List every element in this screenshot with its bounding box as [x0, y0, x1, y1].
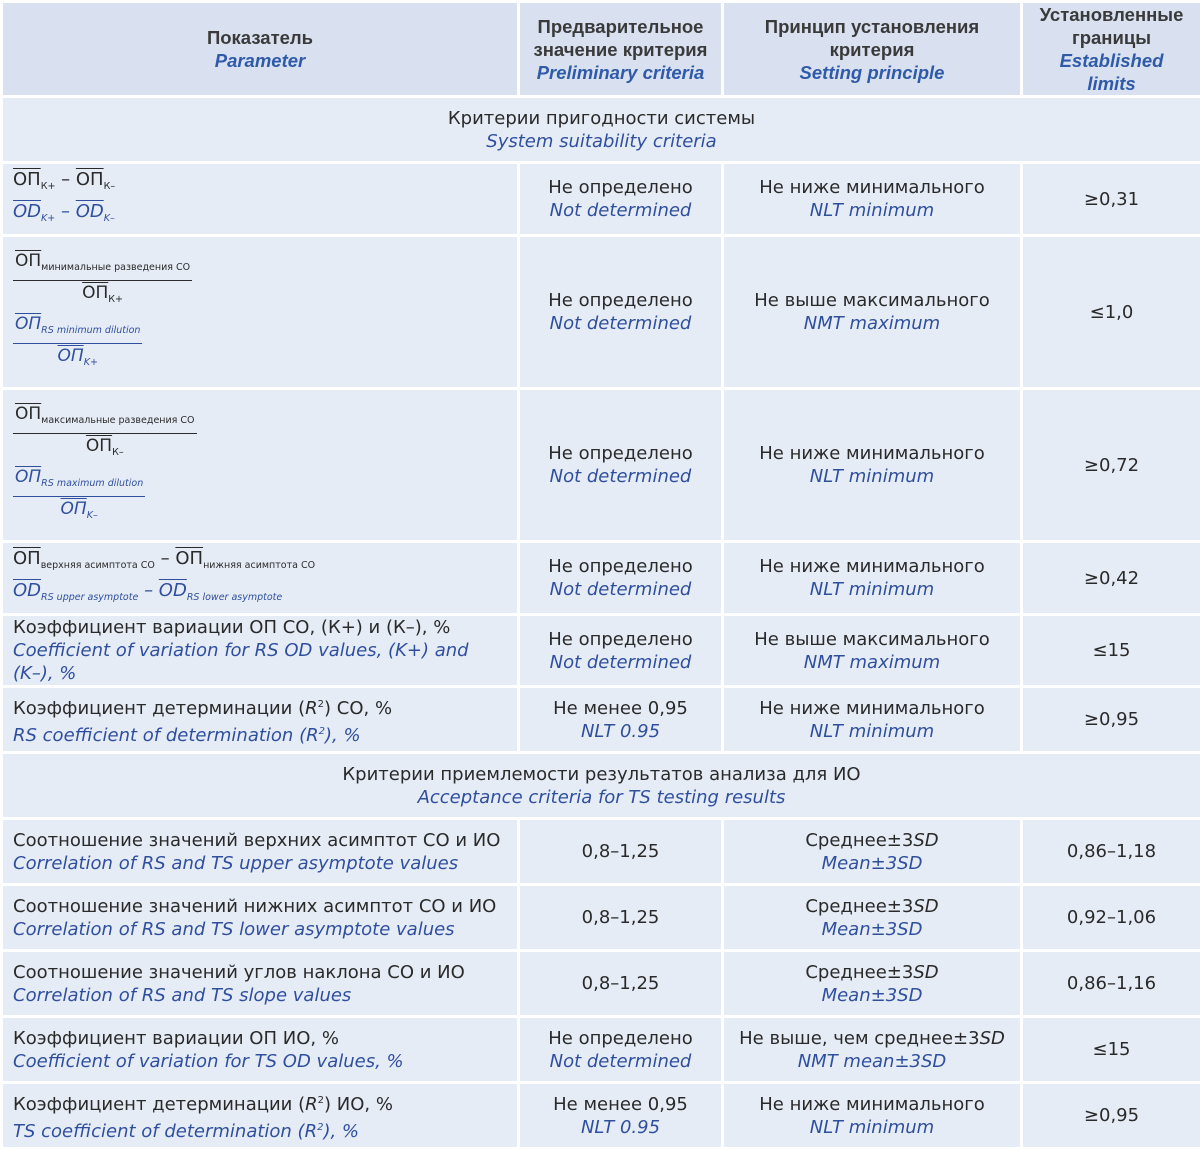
header-principle-en: Setting principle — [799, 61, 945, 83]
principle-cell: Не ниже минимального NLT minimum — [724, 1084, 1020, 1147]
limit-cell: ≤1,0 — [1023, 237, 1200, 387]
section-title: Критерии пригодности системы System suit… — [3, 98, 1200, 161]
prelim-cell: Не менее 0,95 NLT 0.95 — [520, 1084, 721, 1147]
header-preliminary-en: Preliminary criteria — [536, 61, 705, 83]
formula-en: ОПRS minimum dilution ОПK+ — [13, 314, 143, 368]
formula-ru: ОПверхняя асимптота СО – ОПнижняя асимпт… — [13, 548, 316, 571]
principle-cell: Не ниже минимального NLT minimum — [724, 543, 1020, 613]
principle-cell: Не ниже минимального NLT minimum — [724, 164, 1020, 234]
param-cell: Коэффициент детерминации (R2) ИО, % TS c… — [3, 1084, 517, 1147]
limit-cell: ≤15 — [1023, 1018, 1200, 1081]
section-title: Критерии приемлемости результатов анализ… — [3, 754, 1200, 817]
table-row: Соотношение значений нижних асимптот СО … — [3, 886, 1200, 949]
param-cell: Соотношение значений верхних асимптот СО… — [3, 820, 517, 883]
principle-cell: Не ниже минимального NLT minimum — [724, 390, 1020, 540]
table-header-row: Показатель Parameter Предварительное зна… — [3, 3, 1200, 95]
param-cell-formula-1: ОПК+ – ОПК– ODK+ – ODK– — [3, 164, 517, 234]
section-title-ru: Критерии пригодности системы — [447, 107, 756, 129]
param-cell: Коэффициент вариации ОП СО, (К+) и (К–),… — [3, 616, 517, 685]
prelim-cell: Не менее 0,95 NLT 0.95 — [520, 688, 721, 751]
header-parameter-en: Parameter — [214, 50, 306, 71]
limit-cell: ≤15 — [1023, 616, 1200, 685]
section-title-en: System suitability criteria — [486, 130, 717, 152]
formula-ru: ОПмаксимальные разведения СО ОПК– — [13, 404, 197, 458]
limit-cell: ≥0,95 — [1023, 688, 1200, 751]
table-row: Соотношение значений углов наклона СО и … — [3, 952, 1200, 1015]
limit-cell: ≥0,72 — [1023, 390, 1200, 540]
principle-cell: Не выше максимального NMT maximum — [724, 616, 1020, 685]
prelim-cell: Не определено Not determined — [520, 164, 721, 234]
formula-en: ОПRS maximum dilution ОПK– — [13, 467, 146, 521]
table-row: ОПминимальные разведения СО ОПК+ ОПRS mi… — [3, 237, 1200, 387]
table-row: ОПК+ – ОПК– ODK+ – ODK– Не определено Not… — [3, 164, 1200, 234]
principle-cell: Не ниже минимального NLT minimum — [724, 688, 1020, 751]
table-row: Соотношение значений верхних асимптот СО… — [3, 820, 1200, 883]
table-row: Коэффициент вариации ОП СО, (К+) и (К–),… — [3, 616, 1200, 685]
prelim-cell: Не определено Not determined — [520, 1018, 721, 1081]
limit-cell: ≥0,42 — [1023, 543, 1200, 613]
param-cell: Соотношение значений нижних асимптот СО … — [3, 886, 517, 949]
prelim-cell: Не определено Not determined — [520, 390, 721, 540]
section-title-ru: Критерии приемлемости результатов анализ… — [342, 763, 861, 785]
formula-ru: ОПК+ – ОПК– — [13, 169, 116, 192]
table-row: ОПверхняя асимптота СО – ОПнижняя асимпт… — [3, 543, 1200, 613]
header-limits-ru: Установленные границы — [1039, 4, 1184, 48]
prelim-cell: 0,8–1,25 — [520, 952, 721, 1015]
prelim-cell: Не определено Not determined — [520, 616, 721, 685]
table-row: Коэффициент детерминации (R2) ИО, % TS c… — [3, 1084, 1200, 1147]
principle-cell: Среднее±3SD Mean±3SD — [724, 952, 1020, 1015]
prelim-cell: 0,8–1,25 — [520, 820, 721, 883]
table-row: ОПмаксимальные разведения СО ОПК– ОПRS m… — [3, 390, 1200, 540]
param-cell: Соотношение значений углов наклона СО и … — [3, 952, 517, 1015]
table-row: Коэффициент вариации ОП ИО, % Coefficient… — [3, 1018, 1200, 1081]
section-row-system-suitability: Критерии пригодности системы System suit… — [3, 98, 1200, 161]
principle-cell: Не выше, чем среднее±3SD NMT mean±3SD — [724, 1018, 1020, 1081]
header-limits: Установленные границы Established limits — [1023, 3, 1200, 95]
principle-cell: Среднее±3SD Mean±3SD — [724, 820, 1020, 883]
limit-cell: ≥0,31 — [1023, 164, 1200, 234]
prelim-cell: 0,8–1,25 — [520, 886, 721, 949]
param-cell-formula-2: ОПминимальные разведения СО ОПК+ ОПRS mi… — [3, 237, 517, 387]
formula-en: ODK+ – ODK– — [13, 201, 115, 224]
prelim-cell: Не определено Not determined — [520, 237, 721, 387]
param-cell: Коэффициент вариации ОП ИО, % Coefficient… — [3, 1018, 517, 1081]
param-cell: Коэффициент детерминации (R2) СО, % RS c… — [3, 688, 517, 751]
header-preliminary: Предварительное значение критерия Prelim… — [520, 3, 721, 95]
param-cell-formula-3: ОПмаксимальные разведения СО ОПК– ОПRS m… — [3, 390, 517, 540]
limit-cell: 0,86–1,18 — [1023, 820, 1200, 883]
principle-cell: Среднее±3SD Mean±3SD — [724, 886, 1020, 949]
header-parameter-ru: Показатель — [206, 27, 314, 48]
prelim-cell: Не определено Not determined — [520, 543, 721, 613]
formula-en: ODRS upper asymptote – ODRS lower asympt… — [13, 580, 283, 603]
formula-ru: ОПминимальные разведения СО ОПК+ — [13, 251, 193, 305]
section-title-en: Acceptance criteria for TS testing resul… — [417, 786, 786, 808]
header-principle-ru: Принцип установления критерия — [764, 15, 980, 60]
limit-cell: 0,92–1,06 — [1023, 886, 1200, 949]
param-cell-formula-4: ОПверхняя асимптота СО – ОПнижняя асимпт… — [3, 543, 517, 613]
header-principle: Принцип установления критерия Setting pr… — [724, 3, 1020, 95]
header-parameter: Показатель Parameter — [3, 3, 517, 95]
limit-cell: 0,86–1,16 — [1023, 952, 1200, 1015]
principle-cell: Не выше максимального NMT maximum — [724, 237, 1020, 387]
limit-cell: ≥0,95 — [1023, 1084, 1200, 1147]
table-row: Коэффициент детерминации (R2) СО, % RS c… — [3, 688, 1200, 751]
header-preliminary-ru: Предварительное значение критерия — [533, 15, 708, 60]
header-limits-en: Established limits — [1059, 50, 1164, 94]
section-row-acceptance: Критерии приемлемости результатов анализ… — [3, 754, 1200, 817]
